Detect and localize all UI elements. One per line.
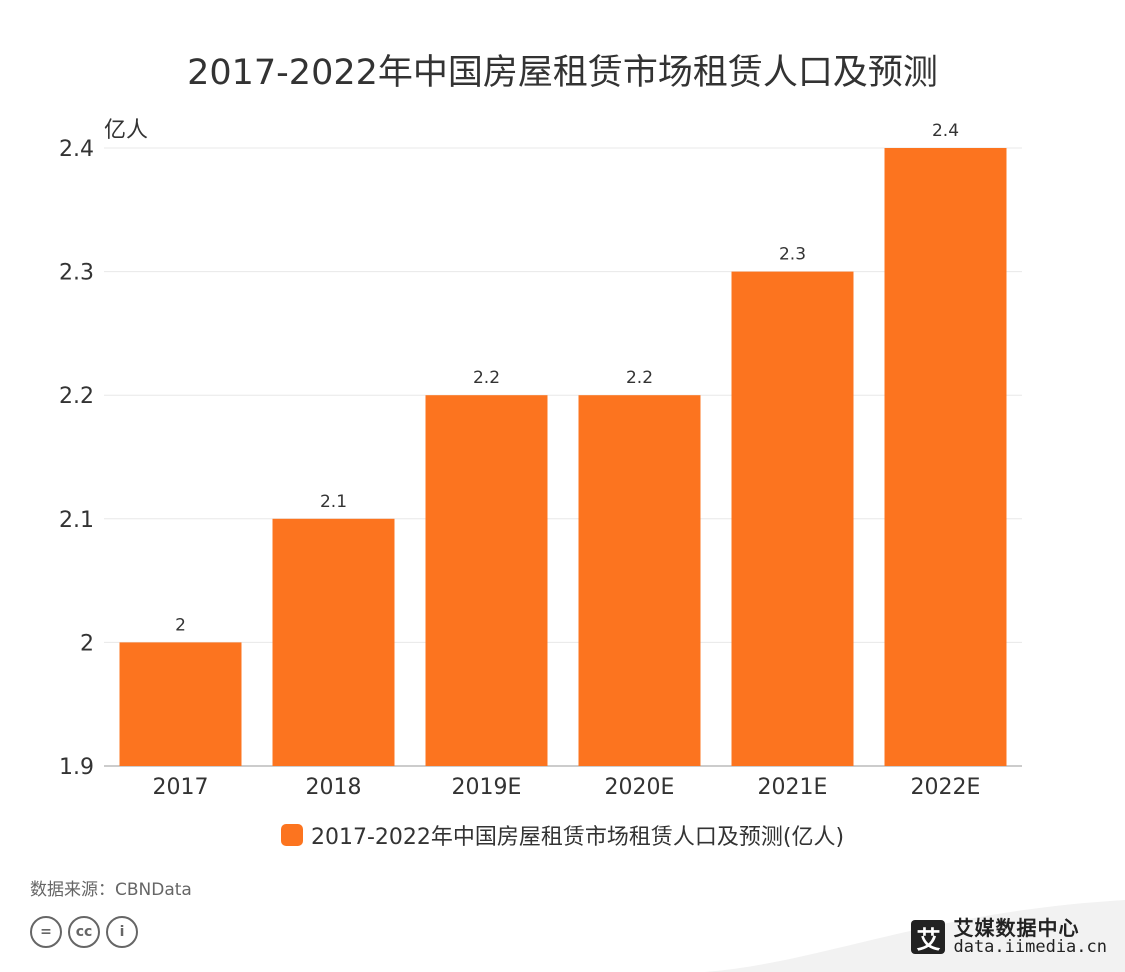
bar (119, 642, 242, 766)
y-axis-label: 亿人 (104, 118, 148, 143)
bar (731, 271, 854, 766)
person-icon: i (106, 916, 138, 948)
y-tick-label: 1.9 (59, 755, 94, 780)
brand-logo-icon: 艾 (911, 920, 946, 955)
y-tick-label: 2.4 (59, 137, 94, 162)
data-label: 2 (175, 615, 186, 635)
legend-label: 2017-2022年中国房屋租赁市场租赁人口及预测(亿人) (310, 825, 845, 850)
x-tick-label: 2022E (911, 775, 981, 800)
x-tick-label: 2021E (758, 775, 828, 800)
x-tick-label: 2020E (605, 775, 675, 800)
x-tick-label: 2017 (153, 775, 209, 800)
legend-swatch (280, 824, 303, 846)
legend[interactable]: 2017-2022年中国房屋租赁市场租赁人口及预测(亿人) (0, 819, 1125, 851)
data-label: 2.3 (779, 245, 806, 265)
brand-name: 艾媒数据中心 (953, 916, 1080, 940)
x-tick-label: 2019E (452, 775, 522, 800)
bar (578, 395, 701, 766)
source-note: 数据来源：CBNData (30, 880, 192, 900)
y-tick-label: 2.2 (59, 384, 94, 409)
y-tick-label: 2.3 (59, 261, 94, 286)
y-tick-label: 2 (80, 631, 94, 656)
bar (884, 148, 1007, 766)
data-label: 2.2 (626, 368, 653, 388)
equal-icon: = (30, 916, 62, 948)
x-tick-label: 2018 (306, 775, 362, 800)
cc-icon: cc (68, 916, 100, 948)
data-label: 2.1 (320, 492, 347, 512)
license-icons: = cc i (30, 916, 138, 948)
data-label: 2.2 (473, 368, 500, 388)
bar (425, 395, 548, 766)
chart-title: 2017-2022年中国房屋租赁市场租赁人口及预测 (187, 53, 938, 93)
brand-url: data.iimedia.cn (953, 937, 1107, 957)
bar (272, 518, 395, 766)
brand: 艾 艾媒数据中心 data.iimedia.cn (911, 918, 1107, 957)
y-tick-label: 2.1 (59, 508, 94, 533)
data-label: 2.4 (932, 121, 959, 141)
